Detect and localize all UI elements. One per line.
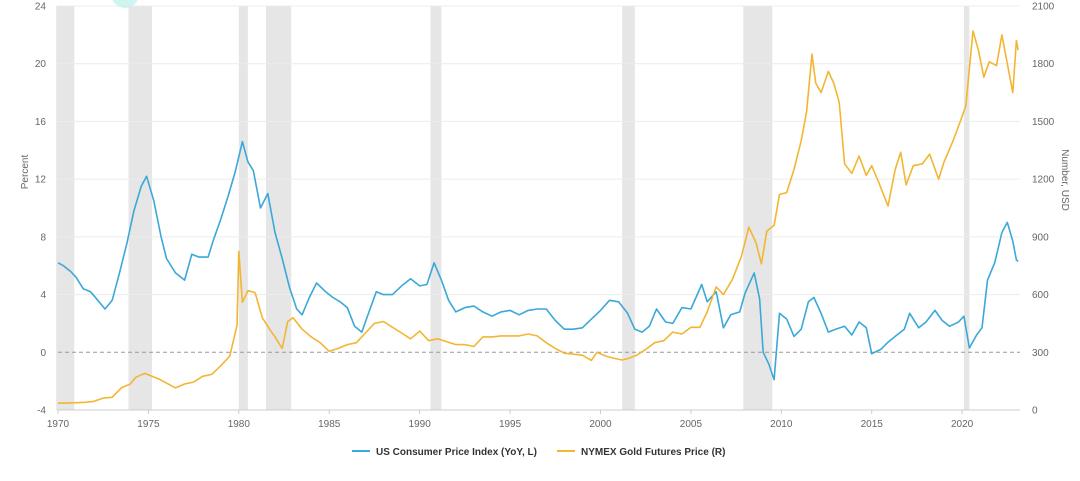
y-right-tick-label: 1800 — [1032, 59, 1055, 70]
y-left-tick-label: 24 — [35, 2, 47, 13]
y-left-tick-label: 8 — [40, 232, 46, 243]
decorative-bubble — [112, 0, 138, 8]
y-left-tick-label: 0 — [40, 348, 46, 359]
y-right-tick-label: 900 — [1032, 232, 1049, 243]
cpi-series-line — [57, 140, 1019, 381]
legend-label: NYMEX Gold Futures Price (R) — [581, 447, 725, 458]
x-tick-label: 1990 — [409, 419, 432, 430]
y-left-tick-label: 4 — [40, 290, 46, 301]
y-right-tick-label: 0 — [1032, 406, 1038, 417]
x-tick-label: 1975 — [137, 419, 160, 430]
y-left-tick-label: 20 — [35, 59, 47, 70]
series-lines — [57, 30, 1019, 404]
x-tick-label: 2015 — [861, 419, 884, 430]
y-axis-left-ticks: -4 0 4 8 12 16 20 24 — [35, 2, 47, 417]
x-tick-label: 1970 — [47, 419, 70, 430]
legend-label: US Consumer Price Index (YoY, L) — [376, 447, 537, 458]
x-tick-label: 2000 — [589, 419, 612, 430]
x-tick-label: 2010 — [770, 419, 793, 430]
recession-band — [430, 6, 442, 410]
y-right-tick-label: 2100 — [1032, 2, 1055, 13]
y-axis-right-title: Number, USD — [1059, 149, 1070, 211]
recession-band — [963, 6, 970, 410]
y-left-tick-label: 16 — [35, 117, 47, 128]
x-tick-label: 1985 — [318, 419, 341, 430]
y-right-tick-label: 1500 — [1032, 117, 1055, 128]
y-right-tick-label: 600 — [1032, 290, 1049, 301]
recession-band — [622, 6, 635, 410]
recession-band — [238, 6, 248, 410]
x-tick-label: 2020 — [951, 419, 974, 430]
grid-lines — [58, 5, 1020, 411]
y-axis-right-ticks: 0 300 600 900 1200 1500 1800 2100 — [1032, 2, 1055, 417]
recession-band — [56, 6, 75, 410]
gold-series-line — [58, 30, 1019, 404]
y-left-tick-label: -4 — [37, 406, 46, 417]
legend: US Consumer Price Index (YoY, L) NYMEX Go… — [352, 447, 725, 458]
x-axis-ticks: 1970 1975 1980 1985 1990 1995 2000 2005 2010 2015… — [47, 410, 974, 430]
recession-band — [743, 6, 773, 410]
x-tick-label: 1980 — [228, 419, 251, 430]
recession-shading — [56, 6, 970, 410]
recession-band — [128, 6, 153, 410]
x-tick-label: 1995 — [499, 419, 522, 430]
y-left-tick-label: 12 — [35, 175, 47, 186]
x-tick-label: 2005 — [680, 419, 703, 430]
y-right-tick-label: 1200 — [1032, 175, 1055, 186]
y-right-tick-label: 300 — [1032, 348, 1049, 359]
y-axis-left-title: Percent — [20, 155, 31, 190]
